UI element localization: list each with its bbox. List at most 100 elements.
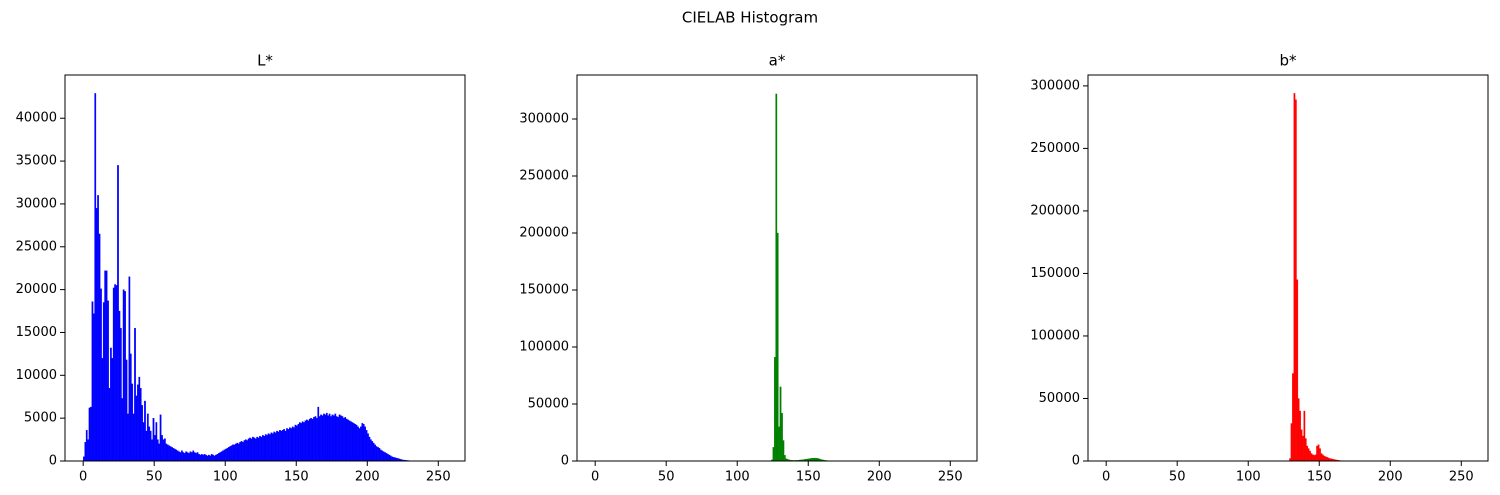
bar bbox=[122, 289, 125, 462]
bar bbox=[344, 417, 347, 462]
x-tick-label: 0 bbox=[79, 470, 87, 485]
figure-title: CIELAB Histogram bbox=[682, 9, 818, 27]
bar bbox=[340, 415, 342, 462]
bar bbox=[165, 443, 168, 462]
bar bbox=[237, 443, 240, 462]
bar bbox=[168, 445, 170, 462]
x-tick-label: 0 bbox=[591, 470, 599, 485]
bar bbox=[111, 358, 114, 462]
bar bbox=[315, 418, 318, 462]
bar bbox=[342, 418, 345, 462]
bar bbox=[154, 435, 156, 462]
bar bbox=[102, 302, 105, 462]
bar bbox=[250, 438, 253, 462]
bar bbox=[323, 413, 325, 462]
bar bbox=[276, 430, 278, 462]
bar bbox=[145, 430, 148, 462]
bar bbox=[392, 456, 395, 462]
bar bbox=[368, 436, 371, 462]
bar bbox=[391, 456, 393, 462]
bar bbox=[244, 439, 247, 462]
bar bbox=[124, 291, 126, 462]
y-tick-label: 10000 bbox=[16, 368, 57, 383]
bar bbox=[179, 452, 182, 462]
y-tick-label: 40000 bbox=[16, 111, 57, 126]
bar bbox=[246, 440, 249, 462]
bar bbox=[308, 418, 311, 462]
bar bbox=[291, 426, 294, 462]
bar bbox=[350, 421, 352, 462]
bar bbox=[334, 413, 337, 462]
bar bbox=[375, 446, 378, 462]
bar bbox=[100, 288, 102, 462]
bar bbox=[297, 424, 300, 462]
bar bbox=[210, 453, 213, 462]
x-tick-label: 250 bbox=[426, 470, 451, 485]
bar bbox=[176, 450, 179, 462]
bar bbox=[90, 406, 92, 462]
bar bbox=[335, 416, 338, 462]
bar bbox=[171, 447, 173, 462]
bar bbox=[1313, 455, 1316, 462]
bar bbox=[337, 417, 340, 462]
y-tick-label: 250000 bbox=[519, 169, 569, 184]
x-tick-label: 200 bbox=[867, 470, 892, 485]
bar bbox=[115, 285, 118, 462]
x-tick-label: 100 bbox=[725, 470, 750, 485]
bar bbox=[287, 429, 290, 462]
y-tick-label: 50000 bbox=[1039, 391, 1080, 406]
bar bbox=[1299, 410, 1301, 462]
bar bbox=[256, 436, 259, 462]
bar bbox=[98, 233, 101, 462]
bar bbox=[781, 412, 783, 462]
bar bbox=[215, 454, 217, 462]
bar bbox=[365, 430, 368, 462]
bar bbox=[155, 422, 158, 462]
x-tick-label: 200 bbox=[1378, 470, 1403, 485]
bar bbox=[266, 435, 268, 462]
bar bbox=[385, 453, 388, 462]
y-tick-label: 100000 bbox=[519, 340, 569, 355]
x-tick-label: 250 bbox=[1449, 470, 1474, 485]
bar bbox=[274, 432, 277, 462]
bar bbox=[1326, 457, 1328, 462]
bar bbox=[205, 454, 207, 462]
x-tick-label: 0 bbox=[1102, 470, 1110, 485]
bar bbox=[257, 437, 260, 462]
axes-title: b* bbox=[1279, 52, 1297, 70]
bar bbox=[369, 439, 372, 462]
bar bbox=[262, 435, 264, 462]
bar bbox=[225, 448, 227, 462]
bar bbox=[300, 423, 303, 462]
bar bbox=[367, 433, 369, 462]
bar bbox=[341, 416, 344, 462]
bar bbox=[132, 413, 135, 462]
y-tick-label: 150000 bbox=[1030, 266, 1080, 281]
bar bbox=[389, 455, 392, 462]
y-tick-label: 20000 bbox=[16, 282, 57, 297]
bar bbox=[1319, 448, 1321, 462]
bar bbox=[317, 406, 320, 462]
bar bbox=[1292, 373, 1294, 462]
bar bbox=[163, 438, 166, 462]
bar bbox=[87, 439, 90, 462]
x-tick-label: 50 bbox=[658, 470, 675, 485]
y-tick-label: 0 bbox=[49, 454, 57, 469]
bar bbox=[1310, 453, 1313, 462]
bar bbox=[236, 442, 239, 462]
bar bbox=[185, 451, 188, 462]
bar bbox=[227, 447, 230, 462]
bar bbox=[263, 435, 266, 462]
bar bbox=[1293, 93, 1296, 462]
bar bbox=[192, 450, 195, 462]
bar bbox=[1323, 455, 1326, 462]
bar bbox=[235, 443, 237, 462]
bar bbox=[182, 452, 185, 462]
bar bbox=[303, 422, 305, 462]
bar bbox=[348, 420, 351, 462]
bar bbox=[351, 422, 354, 462]
x-tick-label: 250 bbox=[938, 470, 963, 485]
bar bbox=[131, 383, 134, 462]
x-tick-label: 50 bbox=[146, 470, 163, 485]
x-tick-label: 100 bbox=[1236, 470, 1261, 485]
